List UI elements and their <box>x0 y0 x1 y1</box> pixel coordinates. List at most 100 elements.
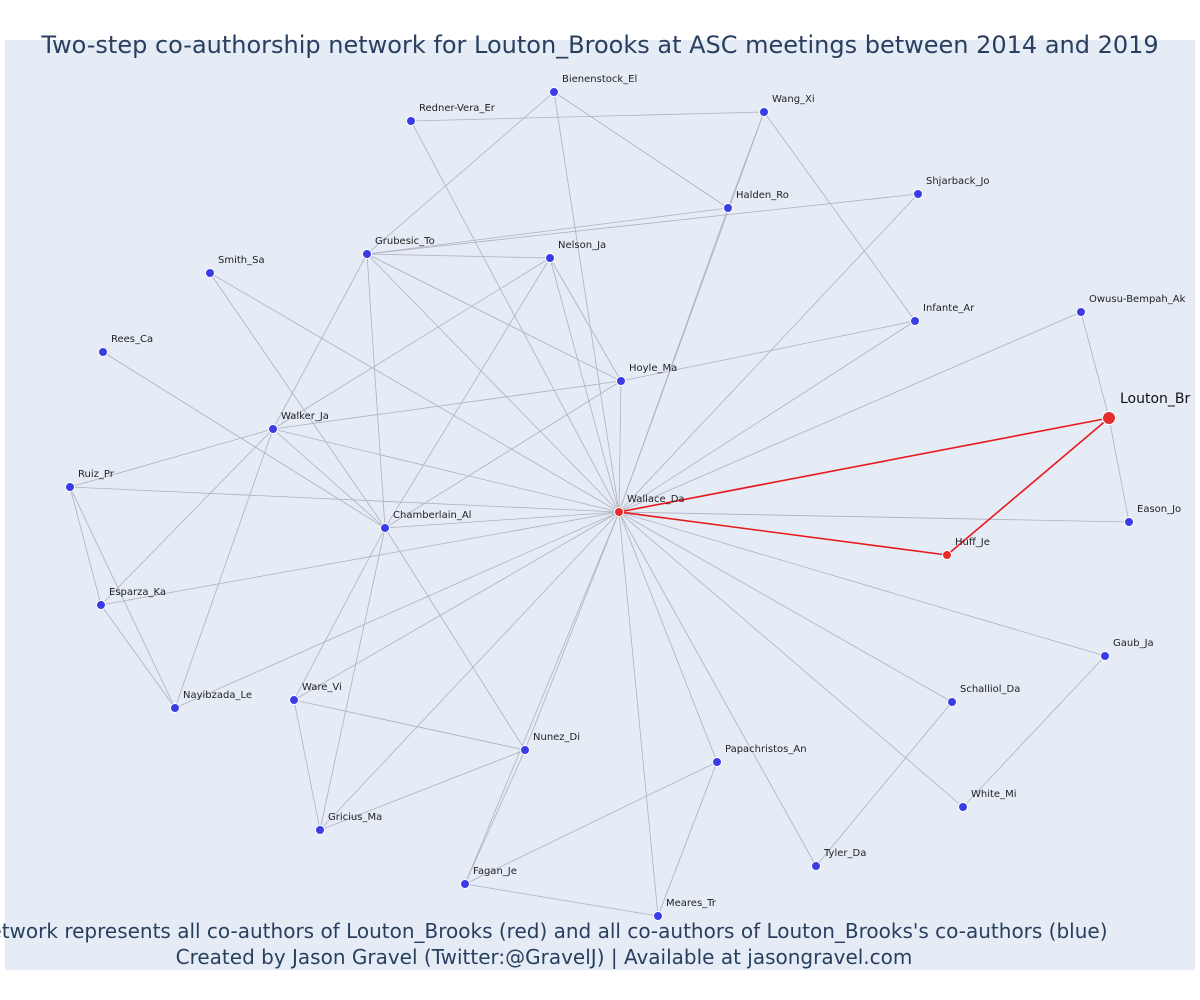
node-label-Wallace_Da: Wallace_Da <box>627 494 685 505</box>
edge-Wallace_Da-Nunez_Di <box>524 511 620 751</box>
node-Tyler_Da[interactable] <box>811 861 821 871</box>
node-label-Halden_Ro: Halden_Ro <box>736 190 789 201</box>
edge-Gricius_Ma-Nunez_Di <box>319 749 526 831</box>
node-Smith_Sa[interactable] <box>205 268 215 278</box>
node-Papachristos_An[interactable] <box>712 757 722 767</box>
edge-Wallace_Da-Wang_Xi <box>618 111 765 513</box>
edge-Ruiz_Pr-Nayibzada_Le <box>69 486 176 709</box>
edge-Louton_Br-Huff_Je <box>946 417 1110 556</box>
node-Walker_Ja[interactable] <box>268 424 278 434</box>
node-label-Schalliol_Da: Schalliol_Da <box>960 684 1020 695</box>
edge-Hoyle_Ma-Chamberlain_Al <box>384 380 622 529</box>
edge-Hoyle_Ma-Walker_Ja <box>272 380 622 430</box>
edge-Wallace_Da-Bienenstock_El <box>553 91 620 513</box>
node-Huff_Je[interactable] <box>942 550 952 560</box>
edge-Louton_Br-Eason_Jo <box>1108 417 1130 523</box>
node-Nelson_Ja[interactable] <box>545 253 555 263</box>
node-label-Infante_Ar: Infante_Ar <box>923 303 975 314</box>
edge-Grubesic_To-Walker_Ja <box>272 253 368 430</box>
edge-Wallace_Da-Gricius_Ma <box>319 511 620 831</box>
edges-layer <box>69 91 1130 917</box>
edge-Wallace_Da-Hoyle_Ma <box>618 380 622 513</box>
node-Meares_Tr[interactable] <box>653 911 663 921</box>
edge-Wallace_Da-Huff_Je <box>618 511 948 556</box>
edge-Wallace_Da-Grubesic_To <box>366 253 620 513</box>
node-label-Louton_Br: Louton_Br <box>1120 391 1191 407</box>
edge-Chamberlain_Al-Gricius_Ma <box>319 527 386 831</box>
edge-Shjarback_Jo-Grubesic_To <box>366 193 919 255</box>
edge-Nelson_Ja-Walker_Ja <box>272 257 551 430</box>
edge-Nunez_Di-Fagan_Je <box>464 749 526 885</box>
node-Nayibzada_Le[interactable] <box>170 703 180 713</box>
node-Gricius_Ma[interactable] <box>315 825 325 835</box>
node-label-Bienenstock_El: Bienenstock_El <box>562 74 637 85</box>
node-label-Chamberlain_Al: Chamberlain_Al <box>393 510 471 521</box>
node-Wallace_Da[interactable] <box>614 507 624 517</box>
node-Rees_Ca[interactable] <box>98 347 108 357</box>
edge-Wallace_Da-Papachristos_An <box>618 511 718 763</box>
node-Ruiz_Pr[interactable] <box>65 482 75 492</box>
edge-Fagan_Je-Meares_Tr <box>464 883 659 917</box>
nodes-layer: Louton_Br Wallace_Da Huff_Je Bienenstock_El… <box>65 74 1191 921</box>
node-Owusu-Bempah_Ak[interactable] <box>1076 307 1086 317</box>
node-label-White_Mi: White_Mi <box>971 789 1016 800</box>
edge-Fagan_Je-Papachristos_An <box>464 761 718 885</box>
node-Hoyle_Ma[interactable] <box>616 376 626 386</box>
node-Esparza_Ka[interactable] <box>96 600 106 610</box>
edge-Bienenstock_El-Halden_Ro <box>553 91 729 209</box>
node-Redner-Vera_Er[interactable] <box>406 116 416 126</box>
node-Gaub_Ja[interactable] <box>1100 651 1110 661</box>
node-Infante_Ar[interactable] <box>910 316 920 326</box>
node-label-Smith_Sa: Smith_Sa <box>218 255 265 266</box>
node-Fagan_Je[interactable] <box>460 879 470 889</box>
edge-Schalliol_Da-Tyler_Da <box>815 701 953 867</box>
edge-Smith_Sa-Chamberlain_Al <box>209 272 386 529</box>
edge-Esparza_Ka-Nayibzada_Le <box>100 604 176 709</box>
edge-Wallace_Da-Owusu-Bempah_Ak <box>618 311 1082 513</box>
caption-description: Network represents all co-authors of Lou… <box>0 919 1108 943</box>
edge-Wallace_Da-Schalliol_Da <box>618 511 953 703</box>
edge-Wallace_Da-Chamberlain_Al <box>384 511 620 529</box>
edge-Ruiz_Pr-Esparza_Ka <box>69 486 102 606</box>
edge-Papachristos_An-Meares_Tr <box>657 761 718 917</box>
edge-Ware_Vi-Nunez_Di <box>293 699 526 751</box>
edge-Wallace_Da-Infante_Ar <box>618 320 916 513</box>
edge-Nelson_Ja-Chamberlain_Al <box>384 257 551 529</box>
node-White_Mi[interactable] <box>958 802 968 812</box>
node-label-Papachristos_An: Papachristos_An <box>725 744 807 755</box>
node-label-Wang_Xi: Wang_Xi <box>772 94 815 105</box>
edge-Chamberlain_Al-Ware_Vi <box>293 527 386 701</box>
node-Bienenstock_El[interactable] <box>549 87 559 97</box>
node-Shjarback_Jo[interactable] <box>913 189 923 199</box>
edge-Wang_Xi-Infante_Ar <box>763 111 916 322</box>
edge-Wang_Xi-Halden_Ro <box>727 111 765 209</box>
edge-Gaub_Ja-White_Mi <box>962 655 1106 808</box>
node-Nunez_Di[interactable] <box>520 745 530 755</box>
node-Ware_Vi[interactable] <box>289 695 299 705</box>
node-Schalliol_Da[interactable] <box>947 697 957 707</box>
node-Chamberlain_Al[interactable] <box>380 523 390 533</box>
node-label-Ruiz_Pr: Ruiz_Pr <box>78 469 115 480</box>
edge-Louton_Br-Wallace_Da <box>618 417 1110 513</box>
node-label-Gaub_Ja: Gaub_Ja <box>1113 638 1154 649</box>
node-Grubesic_To[interactable] <box>362 249 372 259</box>
node-label-Esparza_Ka: Esparza_Ka <box>109 587 166 598</box>
edge-Nelson_Ja-Hoyle_Ma <box>549 257 622 382</box>
node-Wang_Xi[interactable] <box>759 107 769 117</box>
edge-Wallace_Da-Nelson_Ja <box>549 257 620 513</box>
edge-Grubesic_To-Chamberlain_Al <box>366 253 386 529</box>
node-Halden_Ro[interactable] <box>723 203 733 213</box>
edge-Walker_Ja-Ruiz_Pr <box>69 428 274 488</box>
edge-Wallace_Da-Ware_Vi <box>293 511 620 701</box>
edge-Wallace_Da-Nayibzada_Le <box>174 511 620 709</box>
node-Eason_Jo[interactable] <box>1124 517 1134 527</box>
edge-Grubesic_To-Hoyle_Ma <box>366 253 622 382</box>
node-Louton_Br[interactable] <box>1102 411 1116 425</box>
edge-Walker_Ja-Nayibzada_Le <box>174 428 274 709</box>
edge-Louton_Br-Owusu-Bempah_Ak <box>1080 311 1110 419</box>
node-label-Walker_Ja: Walker_Ja <box>281 411 329 422</box>
edge-Grubesic_To-Nelson_Ja <box>366 253 551 259</box>
node-label-Hoyle_Ma: Hoyle_Ma <box>629 363 677 374</box>
node-label-Tyler_Da: Tyler_Da <box>823 848 866 859</box>
